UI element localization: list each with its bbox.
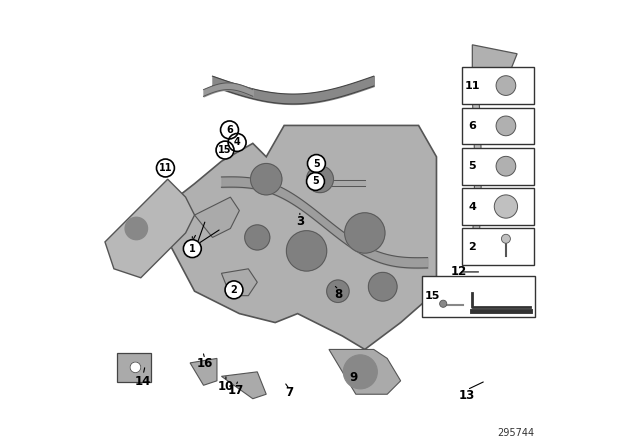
Text: 13: 13 [459, 388, 475, 402]
Text: 1: 1 [189, 244, 196, 254]
Polygon shape [190, 358, 217, 385]
FancyBboxPatch shape [463, 188, 534, 225]
Circle shape [244, 225, 270, 250]
Polygon shape [329, 349, 401, 394]
Text: 11: 11 [159, 163, 172, 173]
Text: 5: 5 [313, 159, 320, 168]
Text: 6: 6 [226, 125, 233, 135]
Circle shape [343, 355, 378, 389]
Circle shape [440, 300, 447, 307]
Text: 10: 10 [218, 379, 234, 393]
Text: 4: 4 [468, 202, 476, 211]
Text: 16: 16 [196, 357, 213, 370]
Polygon shape [221, 269, 257, 296]
Text: 6: 6 [468, 121, 476, 131]
Text: 295744: 295744 [497, 428, 534, 438]
Text: 5: 5 [312, 177, 319, 186]
FancyBboxPatch shape [463, 108, 534, 144]
FancyBboxPatch shape [463, 67, 534, 104]
Circle shape [307, 155, 325, 172]
Circle shape [125, 217, 148, 240]
Circle shape [344, 213, 385, 253]
Circle shape [496, 76, 516, 95]
Text: 17: 17 [228, 384, 244, 397]
Text: 14: 14 [135, 375, 151, 388]
Polygon shape [105, 179, 195, 278]
Polygon shape [221, 372, 266, 399]
Text: 15: 15 [218, 145, 232, 155]
Circle shape [216, 141, 234, 159]
Polygon shape [472, 45, 517, 99]
Text: 8: 8 [335, 288, 343, 302]
Circle shape [496, 156, 516, 176]
FancyBboxPatch shape [463, 148, 534, 185]
Circle shape [156, 159, 174, 177]
Circle shape [221, 121, 239, 139]
Polygon shape [195, 197, 239, 237]
Circle shape [130, 362, 141, 373]
Text: 11: 11 [465, 81, 480, 90]
Circle shape [307, 172, 324, 190]
Text: 9: 9 [349, 370, 358, 384]
Circle shape [369, 272, 397, 301]
Text: 3: 3 [296, 215, 304, 228]
Circle shape [327, 280, 349, 302]
FancyBboxPatch shape [422, 276, 535, 317]
FancyBboxPatch shape [117, 353, 151, 382]
Circle shape [494, 195, 518, 218]
Text: 4: 4 [234, 138, 241, 147]
Circle shape [287, 231, 327, 271]
Text: 2: 2 [468, 242, 476, 252]
Circle shape [183, 240, 201, 258]
Text: 15: 15 [424, 291, 440, 301]
Circle shape [307, 166, 333, 193]
FancyBboxPatch shape [463, 228, 534, 265]
Text: 12: 12 [451, 265, 467, 279]
Polygon shape [154, 125, 436, 349]
Circle shape [228, 134, 246, 151]
Circle shape [250, 164, 282, 195]
Circle shape [225, 281, 243, 299]
Polygon shape [472, 99, 481, 242]
Text: 2: 2 [230, 285, 237, 295]
Text: 5: 5 [468, 161, 476, 171]
Text: 7: 7 [285, 386, 294, 400]
Circle shape [496, 116, 516, 136]
Circle shape [502, 234, 511, 243]
